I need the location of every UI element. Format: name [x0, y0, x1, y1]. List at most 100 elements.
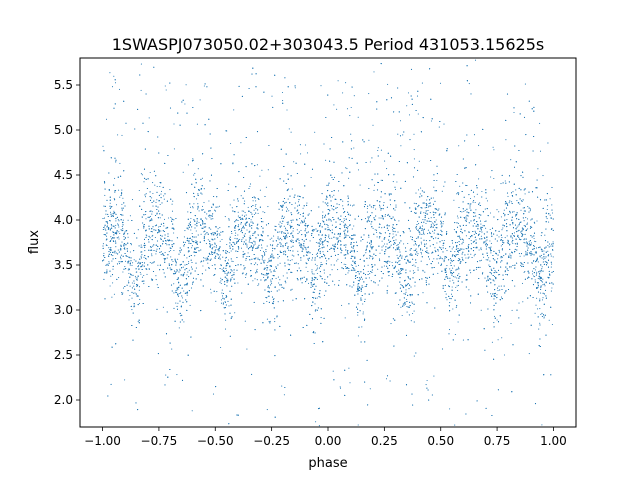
data-point [413, 355, 415, 357]
data-point [470, 272, 472, 274]
data-point [350, 106, 352, 109]
data-point [315, 269, 317, 272]
data-point [475, 268, 477, 271]
data-point [414, 211, 416, 214]
data-point [187, 211, 189, 213]
data-point [408, 114, 411, 116]
data-point [184, 272, 186, 274]
data-point [277, 238, 279, 240]
data-point [274, 270, 276, 273]
data-point [341, 220, 343, 223]
data-point [151, 235, 153, 237]
data-point [507, 195, 509, 197]
data-point [413, 272, 415, 274]
data-point [262, 257, 264, 259]
data-point [428, 252, 430, 254]
data-point [468, 83, 470, 85]
data-point [369, 245, 371, 247]
data-point [534, 240, 536, 242]
data-point [267, 261, 269, 263]
data-point [103, 226, 106, 228]
data-point [224, 216, 226, 218]
data-point [173, 292, 175, 294]
data-point [246, 256, 248, 258]
data-point [256, 247, 258, 249]
data-point [437, 250, 439, 252]
data-point [338, 219, 340, 221]
data-point [330, 264, 332, 266]
data-point [112, 255, 114, 257]
data-point [536, 273, 538, 275]
data-point [220, 299, 223, 301]
data-point [137, 320, 139, 322]
data-point [457, 321, 459, 323]
data-point [473, 134, 476, 136]
data-point [552, 241, 554, 243]
data-point [526, 222, 529, 224]
data-point [145, 234, 147, 236]
data-point [439, 256, 441, 258]
data-point [317, 267, 319, 269]
data-point [377, 149, 379, 152]
data-point [133, 282, 135, 284]
data-point [483, 256, 485, 258]
data-point [267, 169, 269, 171]
data-point [284, 250, 286, 252]
data-point [423, 232, 425, 235]
data-point [110, 275, 112, 277]
data-point [340, 262, 343, 264]
data-point [251, 221, 253, 223]
data-point [159, 185, 161, 188]
data-point [337, 258, 339, 260]
data-point [523, 255, 525, 257]
data-point [240, 230, 242, 232]
data-point [348, 177, 350, 179]
data-point [520, 209, 522, 211]
data-point [300, 229, 302, 231]
data-point [406, 298, 408, 300]
data-point [156, 185, 158, 188]
data-point [535, 304, 537, 306]
data-point [108, 262, 110, 264]
data-point [288, 128, 290, 130]
data-point [210, 292, 212, 294]
data-point [144, 196, 147, 198]
data-point [535, 274, 537, 276]
data-point [287, 198, 289, 200]
data-point [110, 236, 112, 238]
data-point [138, 261, 140, 263]
data-point [411, 264, 413, 266]
data-point [202, 208, 204, 211]
data-point [477, 225, 479, 227]
data-point [318, 425, 320, 427]
data-point [218, 205, 221, 207]
data-point [266, 264, 268, 266]
data-point [266, 409, 268, 411]
data-point [155, 275, 157, 277]
data-point [398, 304, 400, 306]
data-point [244, 212, 246, 214]
data-point [501, 247, 503, 250]
data-point [362, 313, 364, 315]
data-point [230, 250, 232, 252]
data-point [114, 237, 116, 239]
data-point [118, 277, 120, 279]
data-point [413, 244, 415, 246]
data-point [127, 219, 129, 221]
data-point [271, 95, 273, 97]
data-point [156, 199, 158, 201]
data-point [465, 184, 467, 186]
data-point [102, 243, 104, 245]
data-point [186, 294, 188, 296]
data-point [384, 160, 386, 162]
data-point [265, 296, 267, 299]
data-point [191, 232, 193, 235]
data-point [157, 264, 159, 266]
data-point [346, 168, 348, 170]
data-point [201, 205, 204, 207]
data-point [347, 230, 349, 232]
data-point [459, 244, 461, 246]
data-point [266, 318, 268, 320]
data-point [279, 237, 282, 239]
data-point [299, 214, 301, 216]
